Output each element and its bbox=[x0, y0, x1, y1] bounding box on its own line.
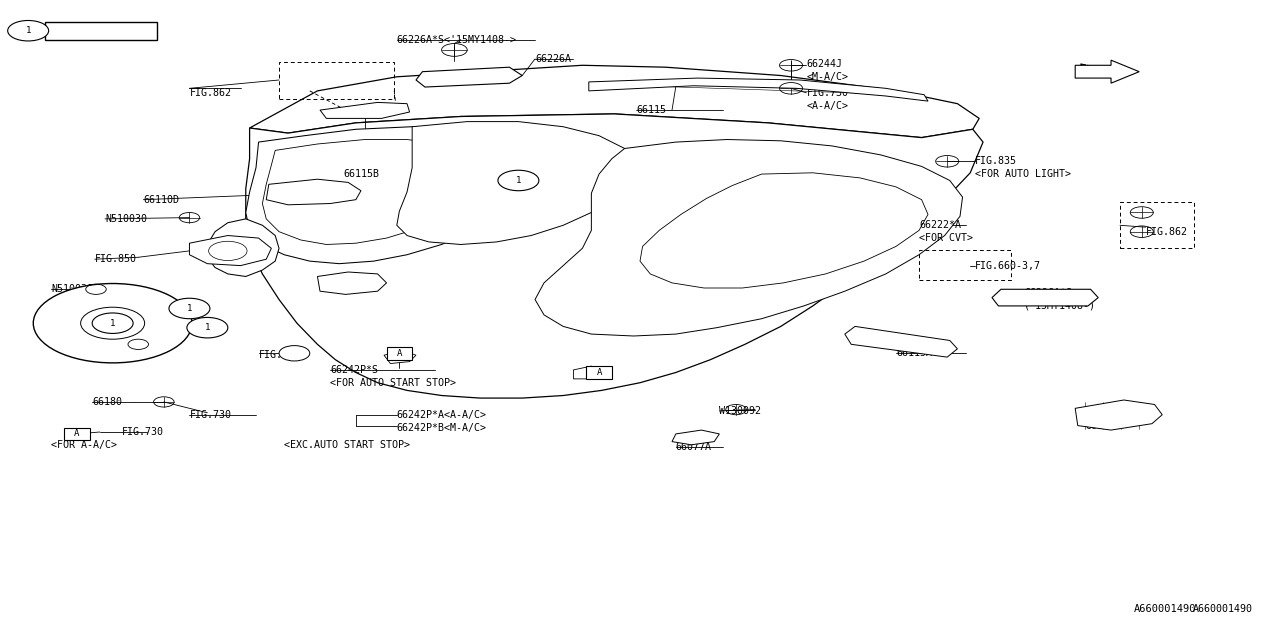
Bar bbox=[279, 62, 394, 99]
Circle shape bbox=[498, 170, 539, 191]
Text: <FOR AUTO START STOP>: <FOR AUTO START STOP> bbox=[330, 378, 456, 388]
Text: <EXC.AUTO START STOP>: <EXC.AUTO START STOP> bbox=[284, 440, 410, 450]
Text: 66115A: 66115A bbox=[896, 348, 932, 358]
Circle shape bbox=[8, 20, 49, 41]
Polygon shape bbox=[246, 114, 983, 398]
Text: 66242P*S: 66242P*S bbox=[330, 365, 379, 375]
Text: A: A bbox=[397, 349, 402, 358]
Text: 66242P*B<M-A/C>: 66242P*B<M-A/C> bbox=[397, 422, 486, 433]
Text: Q500013: Q500013 bbox=[77, 24, 125, 37]
Text: FIG.730: FIG.730 bbox=[806, 88, 849, 98]
Circle shape bbox=[92, 313, 133, 333]
Text: 66222*A: 66222*A bbox=[919, 220, 961, 230]
Polygon shape bbox=[266, 179, 361, 205]
Polygon shape bbox=[573, 366, 602, 379]
Bar bbox=[387, 347, 412, 360]
Text: N510030: N510030 bbox=[51, 284, 93, 294]
Text: 1: 1 bbox=[110, 319, 115, 328]
Circle shape bbox=[169, 298, 210, 319]
Text: FIG.730: FIG.730 bbox=[189, 410, 232, 420]
Text: 1: 1 bbox=[205, 323, 210, 332]
Polygon shape bbox=[262, 140, 480, 244]
Polygon shape bbox=[320, 102, 410, 118]
Polygon shape bbox=[672, 430, 719, 445]
Text: FIG.730: FIG.730 bbox=[122, 427, 164, 437]
Text: 66110D: 66110D bbox=[143, 195, 179, 205]
Text: A: A bbox=[596, 368, 602, 377]
Bar bbox=[45, 22, 157, 40]
Circle shape bbox=[279, 346, 310, 361]
Text: 66226A: 66226A bbox=[535, 54, 571, 64]
Polygon shape bbox=[535, 140, 963, 336]
Text: A660001490: A660001490 bbox=[1193, 604, 1253, 614]
Bar bbox=[64, 428, 90, 440]
Text: <FOR A-A/C>: <FOR A-A/C> bbox=[51, 440, 118, 450]
Text: FRONT: FRONT bbox=[1076, 62, 1117, 83]
Text: 66180: 66180 bbox=[92, 397, 122, 407]
Polygon shape bbox=[397, 122, 637, 244]
Text: W130092: W130092 bbox=[719, 406, 762, 416]
Text: 66115: 66115 bbox=[636, 105, 666, 115]
Text: <M-A/C>: <M-A/C> bbox=[806, 72, 849, 82]
Polygon shape bbox=[246, 127, 535, 264]
Polygon shape bbox=[189, 236, 271, 266]
Polygon shape bbox=[317, 272, 387, 294]
Text: W130092: W130092 bbox=[92, 339, 134, 349]
Circle shape bbox=[187, 317, 228, 338]
Text: A660001490: A660001490 bbox=[1134, 604, 1197, 614]
Bar bbox=[919, 250, 1011, 280]
Bar bbox=[586, 366, 612, 379]
Text: 66242P*A<A-A/C>: 66242P*A<A-A/C> bbox=[397, 410, 486, 420]
Text: 1: 1 bbox=[516, 176, 521, 185]
Circle shape bbox=[33, 284, 192, 363]
Text: ('15MY1408-): ('15MY1408-) bbox=[1024, 301, 1096, 311]
Text: <A-A/C>: <A-A/C> bbox=[806, 100, 849, 111]
Polygon shape bbox=[384, 351, 416, 364]
Text: 66115B: 66115B bbox=[343, 169, 379, 179]
Text: FIG.830: FIG.830 bbox=[259, 350, 301, 360]
Polygon shape bbox=[1075, 400, 1162, 430]
Polygon shape bbox=[589, 78, 928, 101]
Text: 66077A: 66077A bbox=[676, 442, 712, 452]
Text: <FOR AUTO LIGHT>: <FOR AUTO LIGHT> bbox=[975, 169, 1071, 179]
Text: 66226A*S: 66226A*S bbox=[1024, 288, 1073, 298]
Text: FIG.835: FIG.835 bbox=[975, 156, 1018, 166]
Text: FIG.850: FIG.850 bbox=[95, 254, 137, 264]
Text: 66203Z: 66203Z bbox=[323, 284, 358, 294]
Text: 66226A*S<'15MY1408->: 66226A*S<'15MY1408-> bbox=[397, 35, 517, 45]
Text: A: A bbox=[74, 429, 79, 438]
Text: FRONT: FRONT bbox=[1078, 63, 1119, 83]
Text: FIG.660-3,7: FIG.660-3,7 bbox=[975, 260, 1042, 271]
Text: 66110C: 66110C bbox=[1085, 420, 1121, 431]
Polygon shape bbox=[416, 67, 522, 87]
Text: FIG.862: FIG.862 bbox=[189, 88, 232, 98]
Polygon shape bbox=[640, 173, 928, 288]
Polygon shape bbox=[250, 65, 979, 138]
Text: FIG.862: FIG.862 bbox=[1146, 227, 1188, 237]
Text: 1: 1 bbox=[187, 304, 192, 313]
Bar bbox=[1120, 202, 1194, 248]
Circle shape bbox=[81, 307, 145, 339]
Text: 66244J: 66244J bbox=[806, 59, 842, 69]
Polygon shape bbox=[992, 289, 1098, 306]
Polygon shape bbox=[845, 326, 957, 357]
Text: N510030: N510030 bbox=[105, 214, 147, 224]
Polygon shape bbox=[1075, 60, 1139, 83]
Text: <FOR CVT>: <FOR CVT> bbox=[919, 233, 973, 243]
Polygon shape bbox=[207, 219, 279, 276]
Text: 1: 1 bbox=[26, 26, 31, 35]
